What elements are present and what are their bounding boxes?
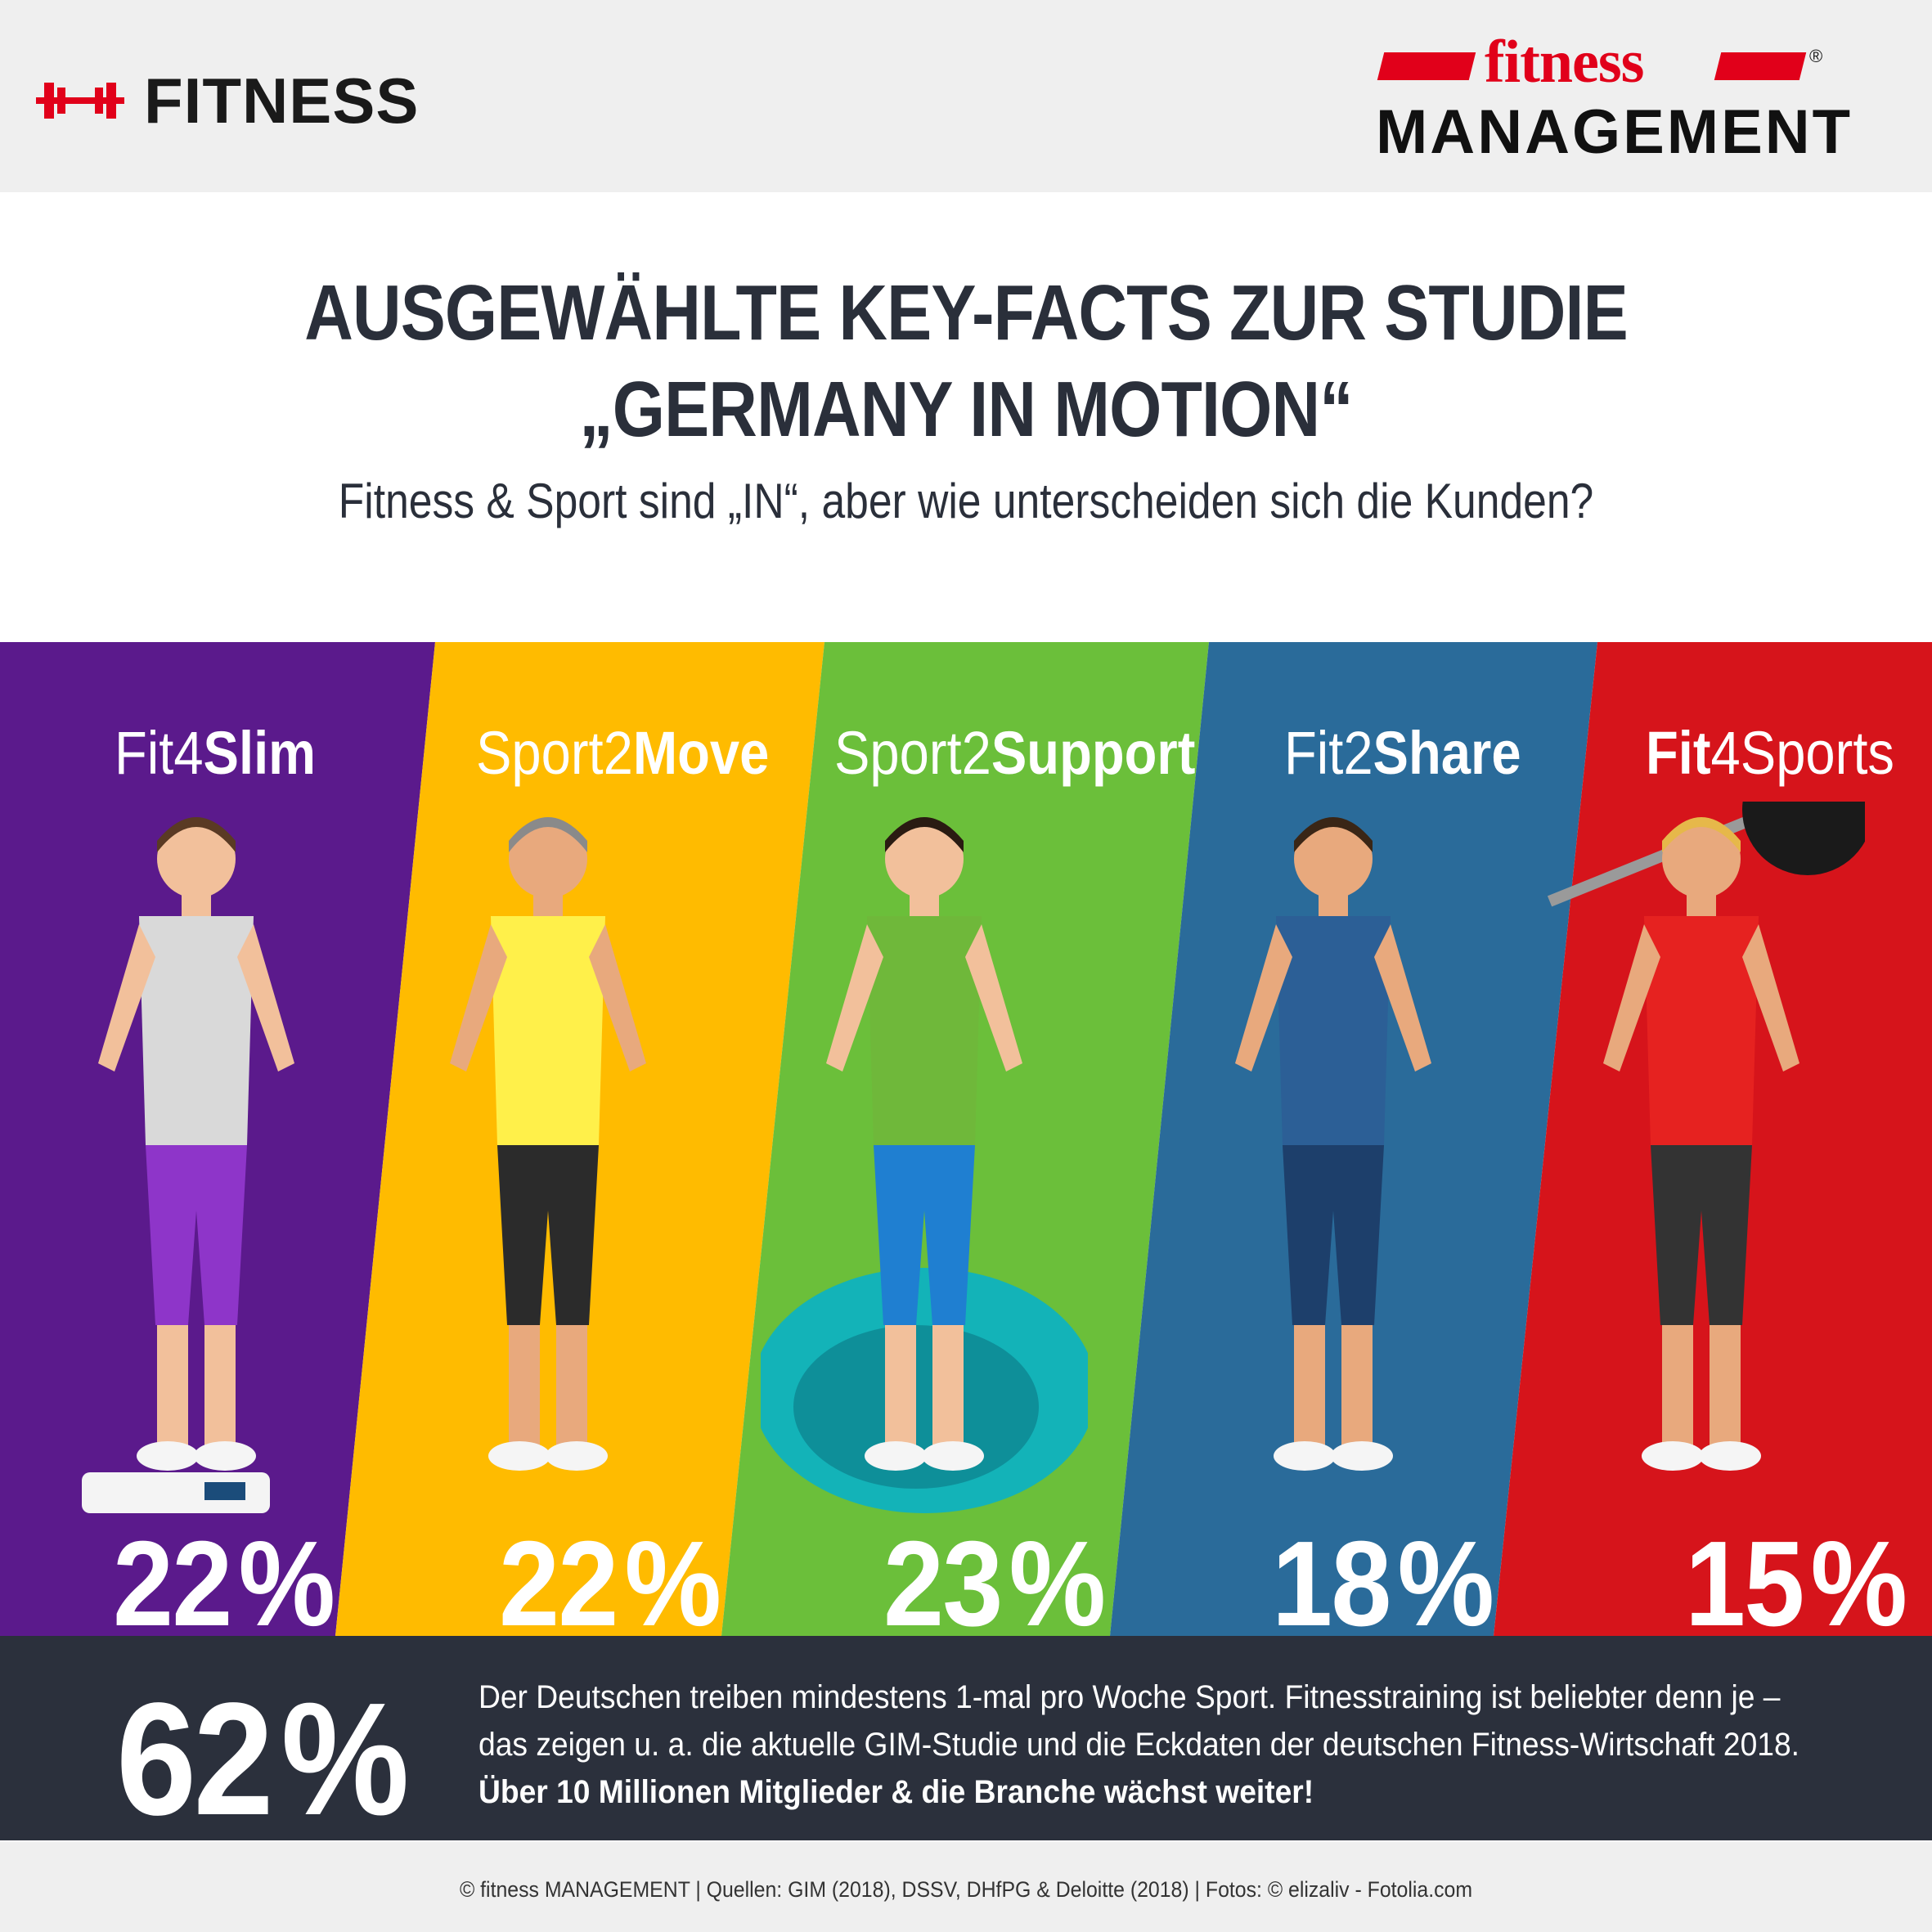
logo-fitness-word: fitness [1485,29,1644,96]
segment-label-bold: Move [632,719,770,787]
running-man-icon [450,817,646,1471]
footer-credits: © fitness MANAGEMENT | Quellen: GIM (201… [459,1877,1473,1902]
summary-big-number: 62 [116,1669,274,1849]
brand-fitness: FITNESS [36,64,419,137]
brand-fitness-management-logo: fitness ® MANAGEMENT [1374,28,1850,167]
segment-label-bold: Share [1373,719,1521,787]
summary-line-2: das zeigen u. a. die aktuelle GIM-Studie… [479,1727,1799,1763]
segment-value-number: 22 [113,1516,232,1651]
segment-value-fit4sports: 15% [1685,1515,1907,1654]
segment-label-light: 4Sports [1710,719,1894,787]
woman-on-scale-icon [82,817,294,1513]
dumbbell-icon [36,83,124,119]
segment-value-unit: % [1810,1516,1907,1651]
segment-value-sport2move: 22% [499,1515,721,1654]
summary-big-value: 62% [116,1667,410,1851]
segment-label-light: Sport2 [476,719,633,787]
summary-line-3: Über 10 Millionen Mitglieder & die Branc… [479,1774,1314,1810]
segment-label-light: Sport2 [834,719,991,787]
woman-with-dumbbells-icon [761,817,1088,1513]
segment-label-fit2share: Fit2Share [1284,718,1521,788]
segment-label-bold: Slim [203,719,317,787]
segment-value-unit: % [1397,1516,1494,1651]
logo-bar-right [1714,52,1807,80]
logo-management-word: MANAGEMENT [1376,97,1853,167]
segment-label-sport2support: Sport2Support [834,718,1195,788]
header-bar: FITNESS fitness ® MANAGEMENT [0,0,1932,192]
summary-panel [0,1636,1932,1840]
segment-value-unit: % [1009,1516,1106,1651]
segment-label-light: Fit2 [1284,719,1373,787]
segment-value-unit: % [624,1516,721,1651]
segment-label-bold: Fit [1646,719,1711,787]
segment-value-number: 23 [883,1516,1003,1651]
man-lifting-barbell-icon [1547,802,1865,1471]
logo-bar-left [1377,52,1476,80]
title-line-1: AUSGEWÄHLTE KEY-FACTS ZUR STUDIE [304,269,1628,357]
segment-value-number: 15 [1685,1516,1804,1651]
brand-left-text: FITNESS [144,64,420,137]
summary-text: Der Deutschen treiben mindestens 1-mal p… [479,1674,1799,1816]
footer-bar [0,1842,1932,1932]
segment-label-fit4sports: Fit4Sports [1646,718,1894,788]
flexing-man-icon [1235,817,1431,1471]
segment-value-number: 22 [499,1516,618,1651]
segment-value-sport2support: 23% [883,1515,1106,1654]
title-line-2: „GERMANY IN MOTION“ [579,366,1353,453]
registered-mark: ® [1809,46,1823,66]
summary-big-unit: % [281,1669,410,1849]
segment-label-light: Fit4 [115,719,204,787]
segment-value-unit: % [238,1516,335,1651]
segment-label-sport2move: Sport2Move [476,718,769,788]
segment-value-fit2share: 18% [1272,1515,1494,1654]
segment-label-fit4slim: Fit4Slim [115,718,316,788]
subtitle: Fitness & Sport sind „IN“, aber wie unte… [338,474,1594,528]
segment-label-bold: Support [991,719,1196,787]
segment-value-number: 18 [1272,1516,1391,1651]
segment-value-fit4slim: 22% [113,1515,335,1654]
summary-line-1: Der Deutschen treiben mindestens 1-mal p… [479,1679,1781,1715]
